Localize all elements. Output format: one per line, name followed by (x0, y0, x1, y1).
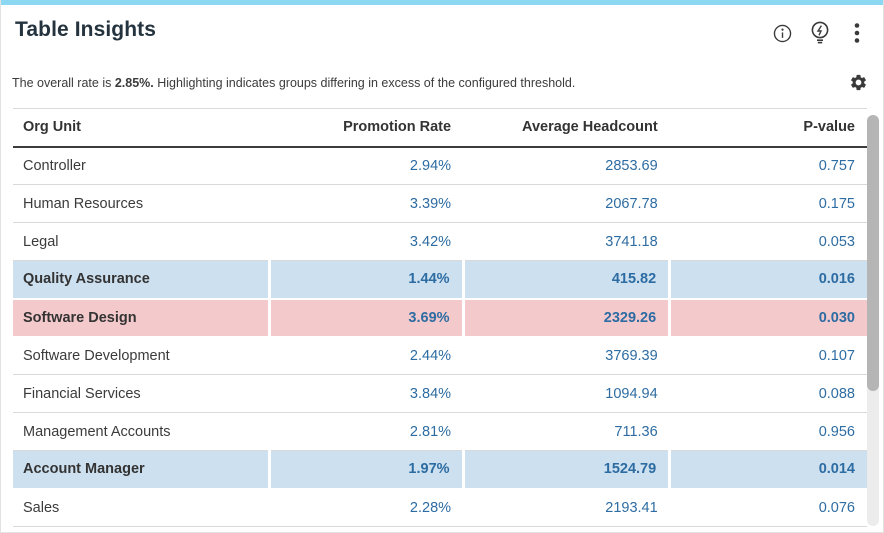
average-headcount-cell: 3741.18 (463, 222, 670, 261)
average-headcount-cell: 2853.69 (463, 146, 670, 185)
table-row[interactable]: Sales 2.28% 2193.41 0.076 (13, 488, 867, 527)
info-icon (772, 23, 793, 44)
table-row[interactable]: Legal 3.42% 3741.18 0.053 (13, 222, 867, 261)
info-button[interactable] (772, 23, 793, 44)
settings-button[interactable] (849, 73, 868, 92)
lightbulb-bolt-icon (808, 20, 832, 46)
table-row[interactable]: Management Accounts 2.81% 711.36 0.956 (13, 412, 867, 451)
promotion-rate-cell: 1.97% (267, 450, 464, 490)
promotion-rate-cell: 2.81% (269, 412, 464, 451)
scrollbar-thumb[interactable] (867, 115, 879, 391)
table-row[interactable]: Account Manager 1.97% 1524.79 0.014 (13, 450, 867, 490)
p-value-cell: 0.107 (669, 336, 867, 375)
overall-rate-value: 2.85%. (114, 75, 154, 90)
column-header-promotion-rate: Promotion Rate (269, 108, 464, 148)
vertical-scrollbar[interactable] (867, 115, 879, 526)
promotion-rate-cell: 2.44% (269, 336, 464, 375)
promotion-rate-cell: 2.28% (269, 488, 464, 527)
org-unit-cell: Sales (13, 488, 270, 527)
gear-icon (849, 73, 868, 92)
org-unit-cell: Software Design (13, 298, 270, 338)
column-header-average-headcount: Average Headcount (463, 108, 670, 148)
average-headcount-cell: 1524.79 (461, 450, 670, 490)
insights-table-container: Org Unit Promotion Rate Average Headcoun… (13, 108, 867, 527)
table-header-row: Org Unit Promotion Rate Average Headcoun… (13, 108, 867, 148)
average-headcount-cell: 2193.41 (463, 488, 670, 527)
p-value-cell: 0.030 (668, 298, 867, 338)
org-unit-cell: Financial Services (13, 374, 270, 413)
org-unit-cell: Account Manager (13, 450, 270, 490)
table-row[interactable]: Controller 2.94% 2853.69 0.757 (13, 146, 867, 185)
page-title: Table Insights (15, 18, 157, 41)
org-unit-cell: Controller (13, 146, 270, 185)
p-value-cell: 0.757 (669, 146, 867, 185)
average-headcount-cell: 711.36 (463, 412, 670, 451)
org-unit-cell: Human Resources (13, 184, 270, 223)
org-unit-cell: Management Accounts (13, 412, 270, 451)
insights-table: Org Unit Promotion Rate Average Headcoun… (13, 108, 867, 527)
org-unit-cell: Legal (13, 222, 270, 261)
subtitle-row: The overall rate is 2.85%. Highlighting … (1, 73, 883, 92)
org-unit-cell: Quality Assurance (13, 260, 270, 300)
p-value-cell: 0.088 (669, 374, 867, 413)
table-row[interactable]: Software Development 2.44% 3769.39 0.107 (13, 336, 867, 375)
column-header-org-unit: Org Unit (13, 108, 270, 148)
table-row[interactable]: Financial Services 3.84% 1094.94 0.088 (13, 374, 867, 413)
p-value-cell: 0.076 (669, 488, 867, 527)
promotion-rate-cell: 3.39% (269, 184, 464, 223)
widget-titlebar: Table Insights (1, 5, 883, 46)
titlebar-actions (772, 18, 867, 46)
p-value-cell: 0.956 (669, 412, 867, 451)
p-value-cell: 0.175 (669, 184, 867, 223)
menu-button[interactable] (847, 21, 867, 45)
average-headcount-cell: 2329.26 (461, 298, 670, 338)
average-headcount-cell: 3769.39 (463, 336, 670, 375)
average-headcount-cell: 2067.78 (463, 184, 670, 223)
p-value-cell: 0.053 (669, 222, 867, 261)
average-headcount-cell: 415.82 (461, 260, 670, 300)
p-value-cell: 0.014 (668, 450, 867, 490)
overall-rate-text: The overall rate is 2.85%. Highlighting … (12, 75, 576, 90)
table-row[interactable]: Quality Assurance 1.44% 415.82 0.016 (13, 260, 867, 300)
p-value-cell: 0.016 (668, 260, 867, 300)
accent-bar (1, 0, 883, 5)
promotion-rate-cell: 3.42% (269, 222, 464, 261)
table-row[interactable]: Human Resources 3.39% 2067.78 0.175 (13, 184, 867, 223)
promotion-rate-cell: 3.84% (269, 374, 464, 413)
table-body: Controller 2.94% 2853.69 0.757 Human Res… (13, 146, 867, 527)
promotion-rate-cell: 2.94% (269, 146, 464, 185)
table-row[interactable]: Software Design 3.69% 2329.26 0.030 (13, 298, 867, 338)
column-header-p-value: P-value (669, 108, 867, 148)
insights-button[interactable] (808, 20, 832, 46)
kebab-menu-icon (847, 21, 867, 45)
promotion-rate-cell: 1.44% (267, 260, 464, 300)
promotion-rate-cell: 3.69% (267, 298, 464, 338)
org-unit-cell: Software Development (13, 336, 270, 375)
average-headcount-cell: 1094.94 (463, 374, 670, 413)
